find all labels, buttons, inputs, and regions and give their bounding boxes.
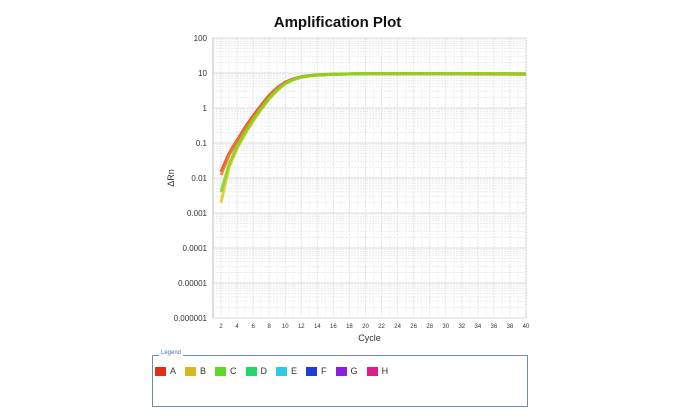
y-tick-label: 0.00001 — [178, 279, 207, 288]
legend-entry-A: A — [155, 366, 176, 376]
x-tick-label: 8 — [268, 324, 272, 330]
x-tick-label: 14 — [314, 324, 321, 330]
y-tick-label: 0.01 — [191, 174, 207, 183]
legend-swatch — [215, 366, 227, 376]
x-tick-label: 16 — [330, 324, 337, 330]
x-tick-label: 22 — [378, 324, 385, 330]
x-tick-label: 2 — [219, 324, 223, 330]
y-tick-label: 100 — [194, 34, 208, 43]
y-tick-label: 10 — [198, 69, 207, 78]
x-tick-label: 38 — [507, 324, 514, 330]
x-tick-label: 30 — [442, 324, 449, 330]
x-tick-label: 10 — [282, 324, 289, 330]
legend-swatch — [276, 366, 288, 376]
amplification-plot: 100 10 1 0.1 0.01 0.001 0.0001 0.00001 0.000001 2… — [166, 34, 530, 343]
legend-swatch — [155, 366, 166, 376]
legend-swatch — [185, 366, 197, 376]
legend-entry-G: G — [335, 366, 358, 376]
legend-label: A — [170, 366, 177, 376]
x-tick-label: 12 — [298, 324, 305, 330]
y-tick-label: 0.001 — [187, 209, 208, 218]
x-axis-label: Cycle — [358, 333, 381, 343]
legend-label: D — [260, 366, 268, 376]
legend-swatch — [245, 366, 257, 376]
legend-swatch — [306, 366, 318, 376]
x-tick-label: 24 — [394, 324, 401, 330]
legend-entry-C: C — [215, 366, 237, 376]
legend-label: E — [291, 366, 298, 376]
legend-entry-B: B — [185, 366, 206, 376]
legend-swatch — [366, 366, 378, 376]
x-tick-label: 36 — [491, 324, 498, 330]
y-tick-label: 0.1 — [196, 139, 208, 148]
x-tick-label: 26 — [410, 324, 417, 330]
legend-label: B — [200, 366, 207, 376]
legend-entry-F: F — [306, 366, 327, 376]
legend-title: Legend — [159, 350, 184, 356]
x-tick-label: 32 — [458, 324, 465, 330]
chart-title: Amplification Plot — [273, 14, 402, 31]
legend-entry-E: E — [276, 366, 297, 376]
legend-entry-H: H — [366, 366, 389, 376]
x-tick-label: 18 — [346, 324, 353, 330]
y-axis-label: ΔRn — [166, 169, 176, 187]
x-tick-label: 40 — [523, 324, 530, 330]
x-tick-label: 6 — [251, 324, 255, 330]
x-tick-label: 28 — [426, 324, 433, 330]
legend-swatch — [335, 366, 347, 376]
legend-label: C — [230, 366, 237, 376]
legend-label: G — [350, 366, 358, 376]
x-tick-label: 34 — [475, 324, 482, 330]
legend-entry-D: D — [245, 366, 268, 376]
y-tick-label: 0.000001 — [174, 314, 208, 323]
x-tick-label: 4 — [235, 324, 239, 330]
series-line-C — [219, 71, 527, 193]
legend: Legend A B C D E F G H — [152, 350, 528, 407]
legend-label: F — [321, 366, 327, 376]
legend-label: H — [381, 366, 389, 376]
y-tick-label: 0.0001 — [183, 244, 208, 253]
y-tick-label: 1 — [203, 104, 208, 113]
x-tick-label: 20 — [362, 324, 369, 330]
